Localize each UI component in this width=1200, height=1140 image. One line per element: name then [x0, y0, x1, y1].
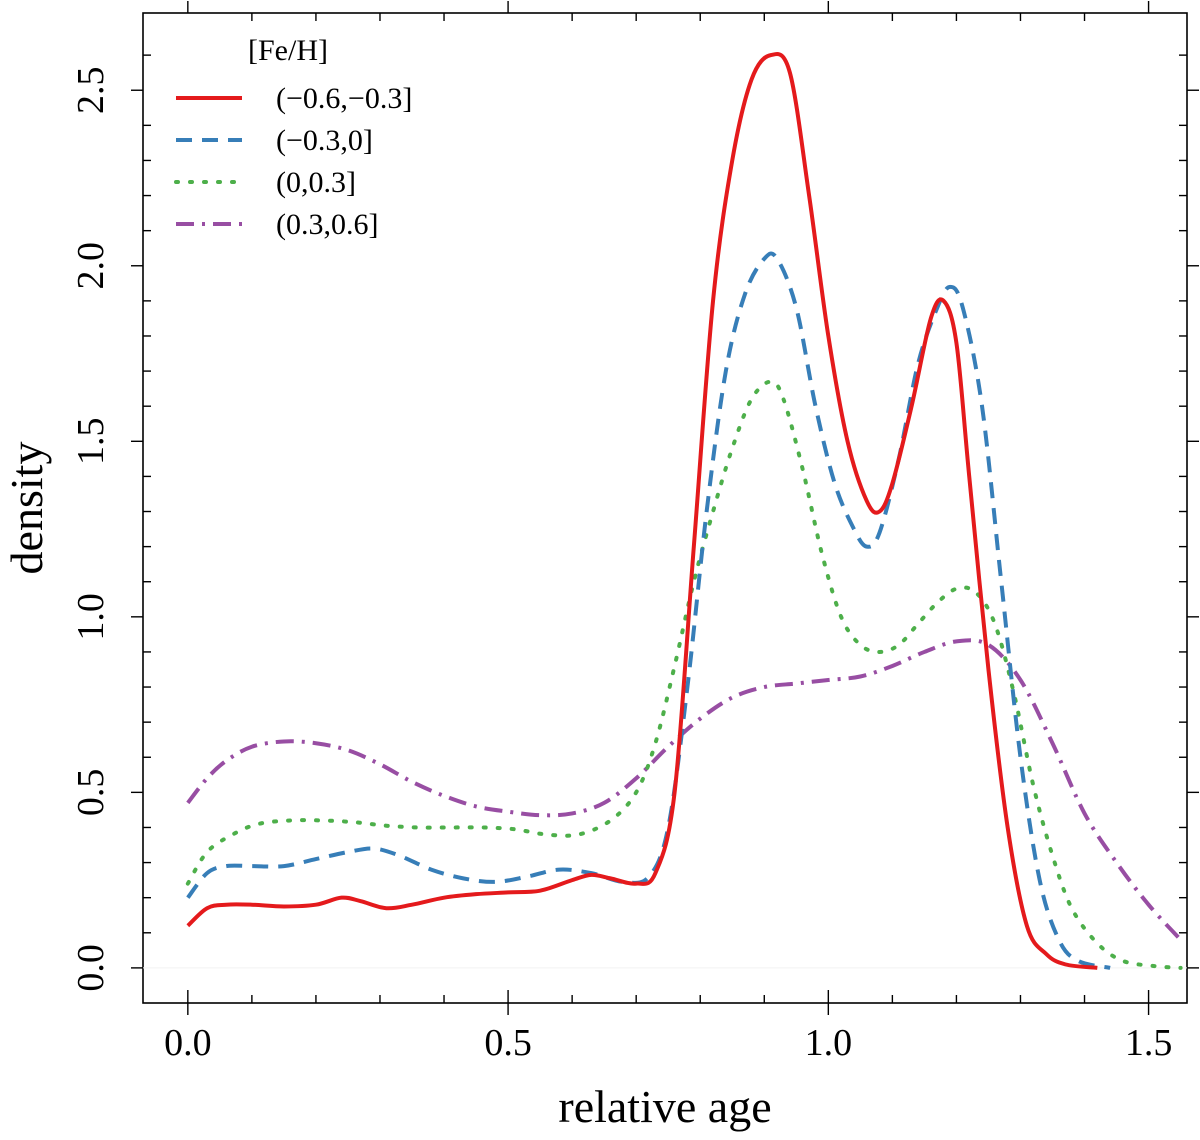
axis-tick-labels: 0.0 0.5 1.0 1.5 0.0 0.5 1.0 1.5 2.0 2.5: [70, 66, 1172, 1064]
y-axis-title: density: [1, 442, 52, 575]
y-tick-label: 1.5: [70, 418, 112, 466]
series-line-0: [186, 52, 1098, 970]
x-tick-label: 1.5: [1125, 1022, 1173, 1064]
y-tick-label: 2.0: [70, 242, 112, 290]
x-tick-label: 1.0: [805, 1022, 853, 1064]
legend-label-2: (0,0.3]: [276, 166, 356, 199]
x-tick-label: 0.5: [484, 1022, 532, 1064]
legend-title: [Fe/H]: [248, 34, 328, 67]
series-line-1: [186, 251, 1111, 970]
y-tick-label: 2.5: [70, 66, 112, 114]
legend-label-1: (−0.3,0]: [276, 124, 373, 157]
axis-ticks: [131, 1, 1199, 1015]
x-tick-label: 0.0: [164, 1022, 212, 1064]
legend-label-0: (−0.6,−0.3]: [276, 82, 412, 115]
y-tick-label: 1.0: [70, 593, 112, 641]
x-axis-title: relative age: [558, 1081, 771, 1132]
series-lines: [185, 52, 1183, 970]
y-tick-label: 0.0: [70, 944, 112, 992]
legend: [Fe/H] (−0.6,−0.3] (−0.3,0] (0,0.3] (0.3,0.…: [174, 34, 412, 241]
y-tick-label: 0.5: [70, 769, 112, 817]
series-line-3: [186, 638, 1183, 942]
legend-label-3: (0.3,0.6]: [276, 208, 378, 241]
plot-frame: [142, 12, 1188, 1004]
